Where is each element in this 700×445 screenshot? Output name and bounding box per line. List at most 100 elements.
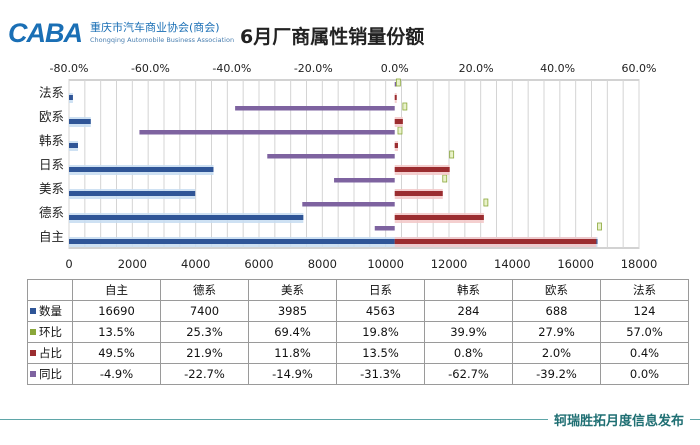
legend-label: 环比 [39, 325, 62, 339]
bottom-axis-tick-label: 14000 [494, 257, 531, 271]
table-cell: 27.9% [512, 321, 601, 343]
sales-bar [69, 143, 78, 148]
table-cell: -22.7% [160, 363, 249, 385]
bottom-axis-tick-label: 0 [65, 257, 72, 271]
association-logo: CABA 重庆市汽车商业协会(商会) Chongqing Automobile … [8, 16, 234, 52]
table-row: 占比 49.5% 21.9% 11.8% 13.5% 0.8% 2.0% 0.4% [27, 342, 689, 364]
bottom-axis-tick-label: 18000 [621, 257, 658, 271]
share-bar [394, 119, 403, 124]
table-cell: 284 [424, 300, 513, 322]
table-row: 同比 -4.9% -22.7% -14.9% -31.3% -62.7% -39.2% 0.0… [27, 363, 689, 385]
table-cell: 11.8% [248, 342, 337, 364]
table-header-cell: 美系 [248, 279, 337, 301]
category-label: 德系 [39, 205, 64, 220]
category-label: 美系 [39, 181, 64, 196]
table-row: 数量 16690 7400 3985 4563 284 688 124 [27, 300, 689, 322]
bottom-axis-tick-label: 6000 [244, 257, 273, 271]
table-cell: 3985 [248, 300, 337, 322]
table-cell: 0.4% [600, 342, 689, 364]
share-bar [394, 167, 450, 172]
table-header-cell: 日系 [336, 279, 425, 301]
logo-mark: CABA [8, 18, 83, 48]
table-row-label: 环比 [27, 321, 73, 343]
mom-marker [395, 78, 401, 87]
table-cell: 688 [512, 300, 601, 322]
table-header-row: 自主 德系 美系 日系 韩系 欧系 法系 [27, 279, 689, 301]
table-row-label: 同比 [27, 363, 73, 385]
logo-name-cn: 重庆市汽车商业协会(商会) [90, 21, 220, 34]
share-bar [394, 95, 397, 100]
sales-bar [69, 215, 304, 220]
table-cell: -14.9% [248, 363, 337, 385]
bottom-axis-tick-label: 8000 [308, 257, 337, 271]
legend-swatch [30, 349, 36, 356]
top-axis-tick-label: 0.0% [381, 62, 409, 75]
table-row: 环比 13.5% 25.3% 69.4% 19.8% 39.9% 27.9% 57.0% [27, 321, 689, 343]
logo-name-en: Chongqing Automobile Business Associatio… [90, 36, 235, 44]
footer-text: 轲瑞胜拓月度信息发布 [547, 410, 690, 429]
table-cell: 13.5% [336, 342, 425, 364]
category-label: 日系 [39, 157, 64, 172]
chart-title: 6月厂商属性销量份额 [240, 26, 425, 48]
yoy-bar [235, 106, 395, 111]
table-cell: 13.5% [72, 321, 161, 343]
legend-swatch [30, 328, 36, 335]
top-axis-tick-label: 20.0% [459, 62, 494, 75]
table-cell: -62.7% [424, 363, 513, 385]
mom-marker [442, 174, 448, 183]
table-cell: 21.9% [160, 342, 249, 364]
category-label: 法系 [39, 85, 64, 100]
yoy-bar [334, 178, 395, 183]
table-cell: -39.2% [512, 363, 601, 385]
share-bar [394, 215, 484, 220]
table-header-cell: 法系 [600, 279, 689, 301]
yoy-bar [374, 226, 395, 231]
table-cell: 69.4% [248, 321, 337, 343]
bar-chart: -80.0% -60.0% -40.0% -20.0% 0.0% 20.0% 40.0% 60… [39, 62, 658, 271]
mom-marker [397, 126, 403, 135]
top-axis-tick-label: -20.0% [294, 62, 333, 75]
top-axis-tick-label: 40.0% [540, 62, 575, 75]
footer-divider [0, 419, 700, 420]
sales-bar [69, 239, 598, 244]
share-bar [394, 239, 597, 244]
legend-label: 占比 [39, 346, 62, 360]
table-cell: 7400 [160, 300, 249, 322]
table-cell: 0.0% [600, 363, 689, 385]
bottom-axis-tick-label: 10000 [367, 257, 404, 271]
table-cell: -4.9% [72, 363, 161, 385]
share-bar [394, 143, 398, 148]
table-cell: 16690 [72, 300, 161, 322]
table-cell: 19.8% [336, 321, 425, 343]
legend-swatch [30, 370, 36, 377]
data-table: 自主 德系 美系 日系 韩系 欧系 法系 数量 16690 7400 3985 4563 284 688 1… [27, 279, 689, 385]
legend-label: 同比 [39, 367, 62, 381]
bottom-axis-tick-label: 2000 [118, 257, 147, 271]
table-cell: 25.3% [160, 321, 249, 343]
yoy-bar [139, 130, 395, 135]
top-axis-tick-label: -60.0% [131, 62, 170, 75]
top-axis-tick-label: 60.0% [622, 62, 657, 75]
share-bar [394, 191, 443, 196]
top-axis-tick-label: -40.0% [212, 62, 251, 75]
table-cell: -31.3% [336, 363, 425, 385]
table-cell: 39.9% [424, 321, 513, 343]
category-label: 韩系 [39, 133, 64, 148]
legend-label: 数量 [39, 304, 62, 318]
table-row-label: 数量 [27, 300, 73, 322]
table-cell: 57.0% [600, 321, 689, 343]
sales-bar [69, 167, 214, 172]
mom-marker [597, 222, 602, 231]
bottom-axis-tick-label: 12000 [431, 257, 468, 271]
sales-bar [69, 191, 196, 196]
yoy-bar [394, 82, 397, 87]
table-cell: 49.5% [72, 342, 161, 364]
table-cell: 4563 [336, 300, 425, 322]
table-header-cell: 德系 [160, 279, 249, 301]
table-corner-cell [27, 279, 73, 301]
table-cell: 124 [600, 300, 689, 322]
category-label: 自主 [39, 229, 64, 244]
category-label: 欧系 [39, 109, 64, 124]
legend-swatch [30, 307, 36, 314]
table-cell: 2.0% [512, 342, 601, 364]
